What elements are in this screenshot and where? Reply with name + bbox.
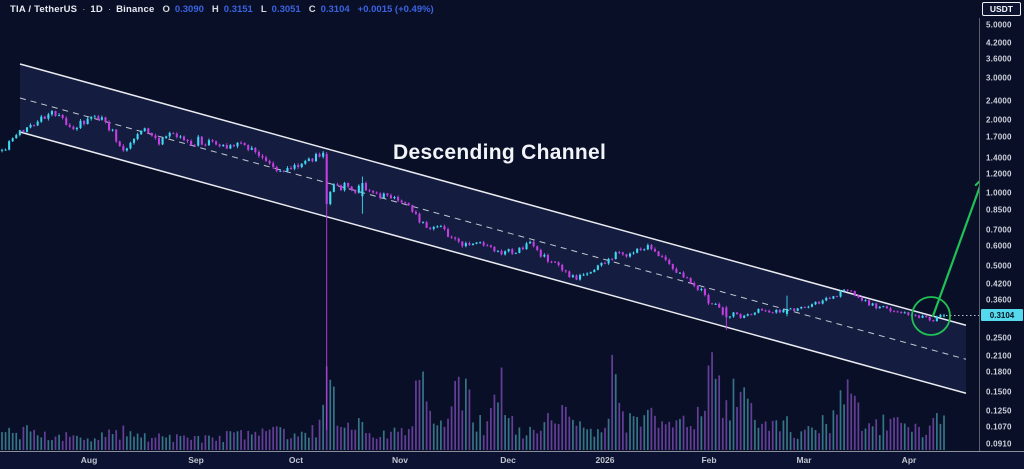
descending-channel-drawing [19,63,967,395]
price-tick-label: 0.2500 [986,333,1012,343]
change-value: +0.0015 (+0.49%) [357,3,434,15]
time-tick-label: Nov [391,455,409,465]
time-tick-label: Oct [288,455,304,465]
channel-annotation-label[interactable]: Descending Channel [393,141,607,164]
price-tick-label: 0.8500 [986,205,1012,215]
time-tick-label: Dec [500,455,516,465]
price-tick-label: 1.2000 [986,169,1012,179]
timeframe-label[interactable]: 1D [90,3,103,15]
price-tick-label: 0.6000 [986,241,1012,251]
symbol-title[interactable]: TIA / TetherUS [10,3,78,15]
candles [0,110,946,430]
price-tick-label: 0.0910 [986,439,1012,449]
volume-pane [1,352,945,450]
currency-toggle-button[interactable]: USDT [981,2,1021,16]
last-price-label: 0.3104 [981,309,1023,322]
price-tick-label: 1.0000 [986,188,1012,198]
price-tick-label: 0.7000 [986,225,1012,235]
time-tick-label: 2026 [595,455,615,465]
price-tick-label: 0.5000 [986,261,1012,271]
price-tick-label: 1.7000 [986,132,1012,142]
price-tick-label: 4.2000 [986,38,1012,48]
breakout-arrow-drawing [931,176,986,318]
time-tick-label: Apr [901,455,917,465]
high-label: H [211,3,219,15]
highlight-circle-drawing [911,296,951,336]
price-tick-label: 0.3600 [986,295,1012,305]
channel-lower-line [19,131,967,395]
close-value: 0.3104 [320,3,350,15]
price-tick-label: 3.6000 [986,54,1012,64]
price-tick-label: 5.0000 [986,20,1012,30]
price-tick-label: 1.4000 [986,153,1012,163]
low-label: L [260,3,267,15]
time-tick-label: Aug [80,455,98,465]
low-value: 0.3051 [271,3,301,15]
price-tick-label: 0.4200 [986,279,1012,289]
exchange-label: Binance [116,3,155,15]
price-tick-label: 3.0000 [986,73,1012,83]
price-tick-label: 0.1500 [986,387,1012,397]
time-axis[interactable]: Aug Sep Oct Nov Dec 2026 Feb Mar Apr [0,451,1024,469]
price-tick-label: 0.1800 [986,367,1012,377]
time-tick-label: Sep [188,455,204,465]
open-value: 0.3090 [174,3,204,15]
channel-mid-line [19,97,967,360]
high-value: 0.3151 [223,3,253,15]
channel-upper-line [19,63,967,327]
legend-separator: · [107,3,112,15]
time-tick-label: Mar [796,455,812,465]
close-label: C [308,3,316,15]
open-label: O [162,3,170,15]
price-tick-label: 0.1070 [986,422,1012,432]
price-tick-label: 0.2100 [986,351,1012,361]
price-tick-label: 2.0000 [986,115,1012,125]
time-tick-label: Feb [701,455,717,465]
price-axis[interactable]: 5.0000 4.2000 3.6000 3.0000 2.4000 2.0000 1.70… [979,18,1024,451]
price-tick-label: 2.4000 [986,96,1012,106]
legend-separator: · [82,3,86,15]
price-tick-label: 0.1250 [986,406,1012,416]
